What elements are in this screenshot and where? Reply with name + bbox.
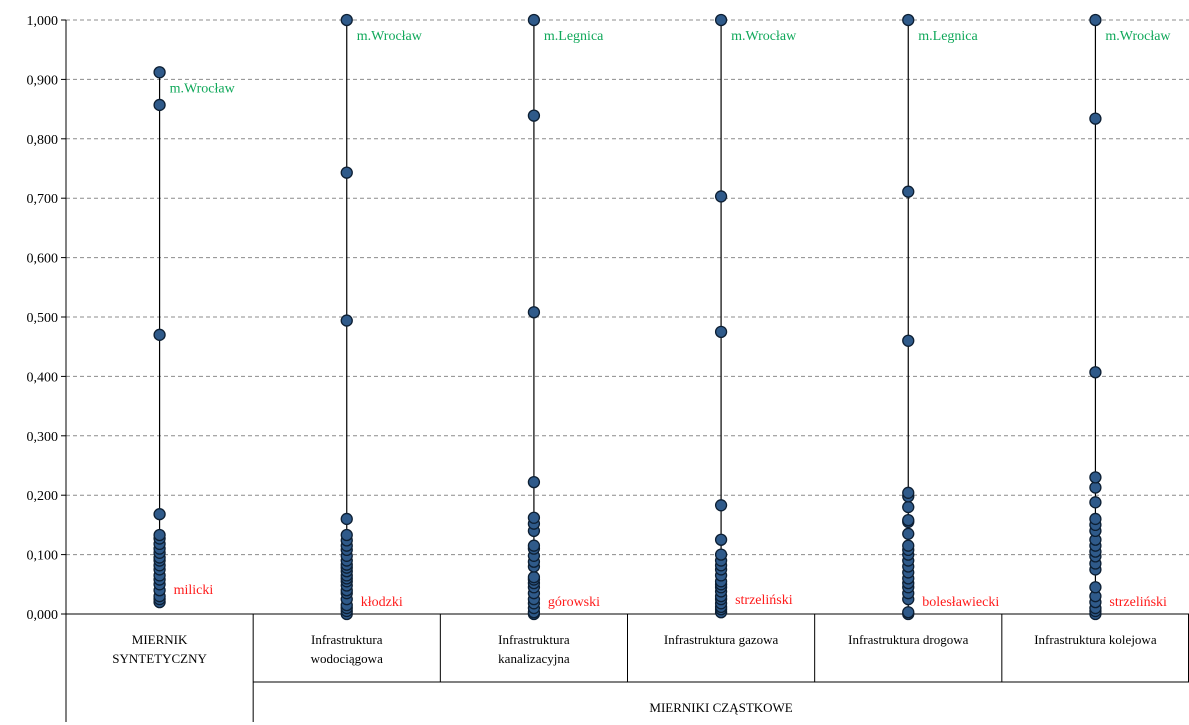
data-point [714, 533, 728, 546]
y-tick-label: 0,300 [27, 430, 59, 445]
data-point [902, 606, 915, 619]
data-point [1089, 366, 1102, 379]
top-label: m.Legnica [544, 29, 604, 44]
category-label: kanalizacyjna [498, 651, 570, 666]
data-point [1089, 481, 1102, 494]
top-label: m.Wrocław [170, 81, 236, 96]
data-point [153, 508, 166, 521]
series-4: m.Wrocław strzeliński [714, 13, 797, 619]
category-label: Infrastruktura gazowa [664, 632, 779, 647]
category-label: SYNTETYCZNY [112, 651, 207, 666]
data-point [340, 166, 353, 179]
category-label: Infrastruktura [311, 632, 383, 647]
bottom-label: milicki [174, 583, 214, 598]
data-point [902, 539, 915, 552]
group-label: MIERNIKI CZĄSTKOWE [649, 700, 792, 715]
data-point [714, 548, 728, 561]
data-point [902, 185, 915, 198]
category-label: Infrastruktura [498, 632, 570, 647]
data-point [714, 499, 728, 512]
series-2: m.Wrocław kłodzki [340, 13, 423, 621]
y-tick-label: 0,800 [27, 133, 59, 148]
data-point [1089, 512, 1102, 526]
top-label: m.Wrocław [357, 29, 423, 44]
series-3: m.Legnica górowski [527, 13, 604, 621]
data-point [153, 66, 166, 79]
data-point [1089, 581, 1102, 594]
bottom-label: kłodzki [361, 595, 403, 610]
data-point [153, 328, 166, 341]
y-tick-label: 0,700 [27, 192, 59, 207]
data-point [902, 500, 915, 514]
y-axis: 0,000 0,100 0,200 0,300 0,400 0,500 0,600 0,700… [27, 14, 1189, 722]
data-point [1089, 496, 1102, 509]
data-point [527, 539, 541, 552]
top-label: m.Wrocław [731, 29, 797, 44]
data-point [714, 190, 728, 203]
data-point [340, 13, 353, 27]
data-point [902, 486, 915, 499]
series-6: m.Wrocław strzeliński [1089, 13, 1171, 621]
data-point [340, 314, 353, 327]
top-label: m.Wrocław [1105, 29, 1171, 44]
data-point [714, 13, 728, 27]
category-label: wodociągowa [311, 651, 383, 666]
series-1: m.Wrocław milicki [153, 66, 236, 609]
data-point [1089, 471, 1102, 484]
grid-lines [66, 19, 1189, 556]
data-point [340, 512, 353, 526]
category-label: MIERNIK [132, 632, 188, 647]
data-point [340, 528, 353, 542]
category-label: Infrastruktura drogowa [848, 632, 968, 647]
data-point [527, 571, 541, 584]
bottom-label: górowski [548, 595, 600, 610]
y-tick-label: 0,500 [27, 311, 59, 326]
data-point [527, 13, 541, 27]
y-tick-label: 0,600 [27, 252, 59, 267]
data-point [527, 306, 541, 319]
data-point [1089, 13, 1102, 27]
y-tick-label: 0,900 [27, 73, 59, 88]
data-point [1089, 112, 1102, 125]
top-label: m.Legnica [918, 29, 978, 44]
category-axis: MIERNIKI CZĄSTKOWE MIERNIK SYNTETYCZNY Infr… [112, 614, 1189, 722]
data-point [714, 325, 728, 339]
data-point [902, 527, 915, 540]
data-point [902, 13, 915, 27]
series-5: m.Legnica bolesławiecki [902, 13, 999, 621]
series-group: m.Wrocław milicki m.Wrocław kłodzki m.Legnic… [153, 13, 1171, 621]
category-label: Infrastruktura kolejowa [1034, 632, 1157, 647]
y-tick-label: 0,100 [27, 549, 59, 564]
data-point [153, 98, 166, 112]
bottom-label: strzeliński [735, 593, 793, 608]
y-tick-label: 1,000 [27, 14, 59, 29]
y-tick-label: 0,400 [27, 370, 59, 385]
bottom-label: strzeliński [1109, 595, 1167, 610]
data-point [902, 513, 915, 527]
data-point [527, 511, 541, 524]
y-tick-label: 0,000 [27, 608, 59, 623]
data-point [527, 475, 541, 489]
data-point [527, 109, 541, 122]
data-point [902, 334, 915, 347]
y-tick-label: 0,200 [27, 489, 59, 504]
bottom-label: bolesławiecki [922, 595, 999, 610]
data-point [153, 528, 166, 542]
